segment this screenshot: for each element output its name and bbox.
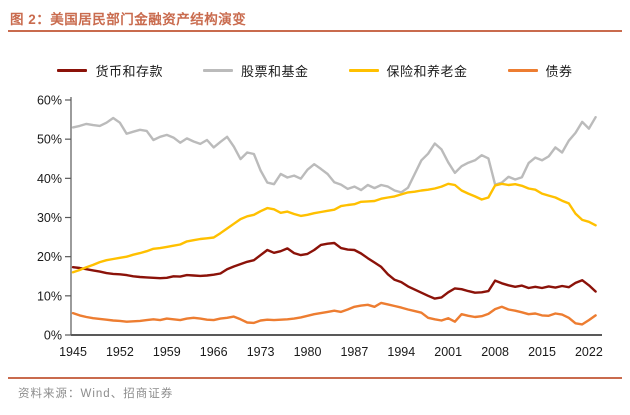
x-tick-label: 1973 xyxy=(247,345,275,359)
stocks-legend-swatch xyxy=(202,69,233,72)
insurance-legend-label: 保险和养老金 xyxy=(386,64,468,79)
stocks-legend-label: 股票和基金 xyxy=(240,64,309,79)
x-tick-label: 1959 xyxy=(153,345,181,359)
x-tick-label: 2022 xyxy=(575,345,603,359)
y-tick-label: 30% xyxy=(37,211,62,225)
y-tick-label: 0% xyxy=(44,329,62,343)
x-tick-label: 2015 xyxy=(528,345,556,359)
deposits-legend-swatch xyxy=(57,69,88,72)
legend-item-bonds: 债券 xyxy=(507,61,573,80)
stocks-line xyxy=(71,115,597,194)
legend-item-insurance: 保险和养老金 xyxy=(348,61,468,80)
x-tick-label: 1980 xyxy=(294,345,322,359)
x-tick-label: 2001 xyxy=(434,345,462,359)
bonds-legend-swatch xyxy=(507,69,538,72)
title-rule xyxy=(8,30,622,32)
x-tick-label: 1966 xyxy=(200,345,228,359)
insurance-line xyxy=(71,182,597,274)
y-tick-label: 20% xyxy=(37,250,62,264)
bonds-legend-label: 债券 xyxy=(545,64,573,79)
deposits-legend-label: 货币和存款 xyxy=(95,64,163,79)
y-tick-label: 50% xyxy=(37,133,62,147)
x-tick-label: 2008 xyxy=(481,345,509,359)
y-tick-label: 60% xyxy=(37,94,62,108)
x-tick-label: 1945 xyxy=(59,345,87,359)
insurance-legend-swatch xyxy=(348,69,379,72)
x-tick-label: 1994 xyxy=(387,345,415,359)
legend-item-deposits: 货币和存款 xyxy=(57,61,163,80)
legend-item-stocks: 股票和基金 xyxy=(202,61,309,80)
x-tick-label: 1952 xyxy=(106,345,134,359)
x-tick-label: 1987 xyxy=(340,345,368,359)
source-text: 资料来源：Wind、招商证券 xyxy=(18,388,174,400)
y-tick-label: 40% xyxy=(37,172,62,186)
y-tick-label: 10% xyxy=(37,289,62,303)
figure-title: 图 2：美国居民部门金融资产结构演变 xyxy=(10,12,247,27)
bonds-line xyxy=(71,301,597,326)
source-rule xyxy=(8,377,622,379)
deposits-line xyxy=(71,241,597,300)
legend: 货币和存款 股票和基金 保险和养老金 债券 xyxy=(0,61,630,80)
